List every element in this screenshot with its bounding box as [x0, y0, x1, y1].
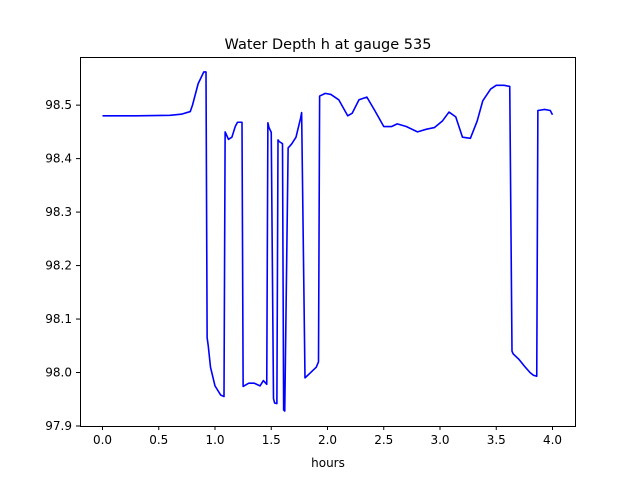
y-tick-label: 98.0 [45, 366, 72, 380]
x-axis: 0.0 0.5 1.0 1.5 2.0 2.5 3.0 3.5 4.0 [93, 426, 562, 447]
x-tick-label: 2.0 [318, 433, 337, 447]
x-tick-label: 4.0 [543, 433, 562, 447]
x-tick-label: 1.0 [205, 433, 224, 447]
x-tick-label: 2.5 [374, 433, 393, 447]
y-tick-label: 98.4 [45, 152, 72, 166]
plot-frame [80, 57, 576, 427]
chart-title: Water Depth h at gauge 535 [225, 37, 432, 53]
x-tick-label: 3.5 [487, 433, 506, 447]
y-tick-label: 98.1 [45, 312, 72, 326]
series-line-0 [102, 71, 554, 412]
y-axis: 97.9 98.0 98.1 98.2 98.3 98.4 98.5 [45, 98, 80, 433]
x-tick-label: 1.5 [262, 433, 281, 447]
y-tick-label: 98.5 [45, 98, 72, 112]
x-axis-label: hours [311, 456, 345, 470]
y-tick-label: 98.2 [45, 259, 72, 273]
x-tick-label: 0.5 [149, 433, 168, 447]
series-layer [102, 71, 554, 412]
x-tick-label: 3.0 [430, 433, 449, 447]
x-tick-label: 0.0 [93, 433, 112, 447]
y-tick-label: 98.3 [45, 205, 72, 219]
y-tick-label: 97.9 [45, 419, 72, 433]
